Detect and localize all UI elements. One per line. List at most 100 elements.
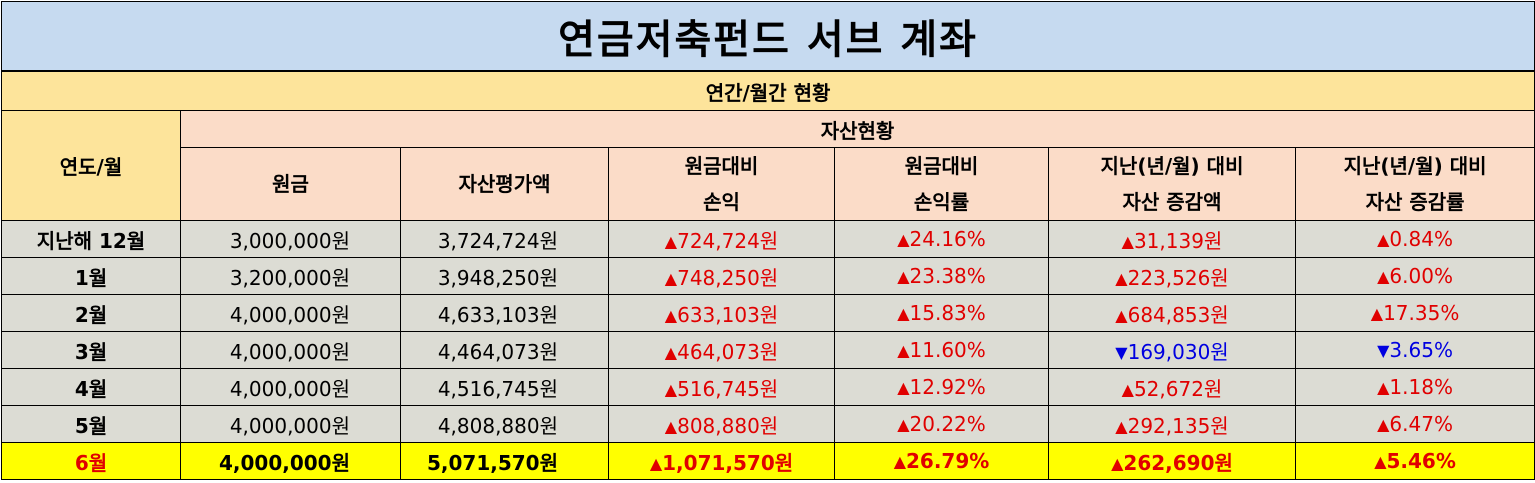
pnl-rate-cell[interactable]: ▲23.38% (834, 257, 1049, 295)
header-change-line1: 지난(년/월) 대비 (1100, 154, 1244, 178)
header-asset-status[interactable]: 자산현황 (179, 110, 1535, 148)
triangle-up-icon: ▲ (1377, 378, 1390, 397)
principal-cell[interactable]: 4,000,000원 (180, 331, 401, 369)
triangle-up-icon: ▲ (1374, 452, 1387, 471)
triangle-up-icon: ▲ (664, 231, 678, 251)
change-cell[interactable]: ▲52,672원 (1048, 368, 1296, 406)
principal-cell[interactable]: 4,000,000원 (180, 368, 401, 406)
header-valuation[interactable]: 자산평가액 (400, 147, 609, 221)
triangle-up-icon: ▲ (1115, 416, 1128, 436)
triangle-up-icon: ▲ (1121, 379, 1134, 399)
pnl-rate-cell[interactable]: ▲11.60% (834, 331, 1049, 369)
principal-cell[interactable]: 4,000,000원 (180, 442, 401, 480)
change-cell[interactable]: ▲292,135원 (1048, 405, 1296, 443)
change-cell[interactable]: ▲262,690원 (1048, 442, 1296, 480)
row-label[interactable]: 3월 (1, 331, 181, 369)
principal-cell[interactable]: 4,000,000원 (180, 405, 401, 443)
triangle-up-icon: ▲ (1115, 305, 1128, 325)
header-change-rate[interactable]: 지난(년/월) 대비 자산 증감률 (1294, 147, 1535, 221)
triangle-down-icon: ▼ (1377, 341, 1390, 360)
valuation-cell[interactable]: 4,808,880원 (400, 405, 609, 443)
row-label[interactable]: 지난해 12월 (1, 220, 181, 258)
triangle-up-icon: ▲ (664, 268, 678, 288)
pnl-rate-cell-value: 15.83% (909, 301, 986, 325)
valuation-cell[interactable]: 3,724,724원 (400, 220, 609, 258)
change-rate-cell[interactable]: ▼3.65% (1294, 331, 1535, 369)
change-rate-cell[interactable]: ▲6.00% (1294, 257, 1535, 295)
principal-cell[interactable]: 3,200,000원 (180, 257, 401, 295)
pnl-rate-cell[interactable]: ▲24.16% (834, 220, 1049, 258)
change-cell[interactable]: ▲684,853원 (1048, 294, 1296, 332)
triangle-up-icon: ▲ (897, 341, 910, 360)
section-subtitle[interactable]: 연간/월간 현황 (0, 70, 1535, 111)
change-rate-cell-value: 6.47% (1389, 412, 1453, 436)
change-cell[interactable]: ▼169,030원 (1048, 331, 1296, 369)
valuation-cell[interactable]: 4,516,745원 (400, 368, 609, 406)
pnl-cell-value: 1,071,570원 (662, 450, 794, 475)
sheet-title[interactable]: 연금저축펀드 서브 계좌 (0, 1, 1535, 72)
triangle-up-icon: ▲ (893, 452, 906, 471)
change-rate-cell[interactable]: ▲6.47% (1294, 405, 1535, 443)
triangle-up-icon: ▲ (1377, 415, 1390, 434)
table-row: 4월 4,000,000원 4,516,745원 ▲516,745원 ▲12.92% ▲5… (1, 368, 1535, 406)
header-change-rate-line1: 지난(년/월) 대비 (1343, 154, 1487, 178)
change-rate-cell[interactable]: ▲1.18% (1294, 368, 1535, 406)
change-rate-cell[interactable]: ▲0.84% (1294, 220, 1535, 258)
valuation-cell[interactable]: 4,464,073원 (400, 331, 609, 369)
pnl-cell-value: 808,880원 (677, 413, 779, 438)
valuation-cell[interactable]: 4,633,103원 (400, 294, 609, 332)
header-principal[interactable]: 원금 (180, 147, 401, 221)
triangle-up-icon: ▲ (664, 305, 678, 325)
triangle-up-icon: ▲ (1115, 268, 1128, 288)
change-cell[interactable]: ▲31,139원 (1048, 220, 1296, 258)
change-rate-cell-value: 17.35% (1383, 301, 1460, 325)
change-cell-value: 292,135원 (1127, 413, 1229, 438)
triangle-up-icon: ▲ (1377, 267, 1390, 286)
header-year-month[interactable]: 연도/월 (1, 110, 181, 221)
change-cell-value: 31,139원 (1133, 228, 1223, 253)
change-rate-cell-value: 3.65% (1389, 338, 1453, 362)
valuation-cell[interactable]: 5,071,570원 (400, 442, 609, 480)
change-cell[interactable]: ▲223,526원 (1048, 257, 1296, 295)
row-label[interactable]: 4월 (1, 368, 181, 406)
pnl-rate-cell-value: 11.60% (909, 338, 986, 362)
header-pnl[interactable]: 원금대비 손익 (608, 147, 835, 221)
pnl-rate-cell[interactable]: ▲12.92% (834, 368, 1049, 406)
pnl-cell[interactable]: ▲1,071,570원 (608, 442, 835, 480)
pnl-cell[interactable]: ▲724,724원 (608, 220, 835, 258)
header-valuation-label: 자산평가액 (458, 172, 551, 196)
pnl-rate-cell-value: 20.22% (909, 412, 986, 436)
pnl-cell-value: 633,103원 (677, 302, 779, 327)
triangle-up-icon: ▲ (1370, 304, 1384, 323)
table-row: 2월 4,000,000원 4,633,103원 ▲633,103원 ▲15.83% ▲6… (1, 294, 1535, 332)
pnl-cell[interactable]: ▲748,250원 (608, 257, 835, 295)
table-row: 5월 4,000,000원 4,808,880원 ▲808,880원 ▲20.22% ▲2… (1, 405, 1535, 443)
row-label[interactable]: 5월 (1, 405, 181, 443)
pnl-rate-cell-value: 12.92% (909, 375, 986, 399)
valuation-cell[interactable]: 3,948,250원 (400, 257, 609, 295)
change-rate-cell[interactable]: ▲5.46% (1294, 442, 1535, 480)
table-row: 3월 4,000,000원 4,464,073원 ▲464,073원 ▲11.60% ▼1… (1, 331, 1535, 369)
principal-cell[interactable]: 4,000,000원 (180, 294, 401, 332)
triangle-up-icon: ▲ (897, 304, 910, 323)
row-label[interactable]: 2월 (1, 294, 181, 332)
pnl-cell[interactable]: ▲633,103원 (608, 294, 835, 332)
pnl-cell[interactable]: ▲464,073원 (608, 331, 835, 369)
table-row: 6월 4,000,000원 5,071,570원 ▲1,071,570원 ▲26.79%… (1, 442, 1535, 480)
triangle-up-icon: ▲ (664, 342, 678, 362)
row-label[interactable]: 1월 (1, 257, 181, 295)
header-change-line2: 자산 증감액 (1122, 190, 1222, 214)
principal-cell[interactable]: 3,000,000원 (180, 220, 401, 258)
row-label[interactable]: 6월 (1, 442, 181, 480)
pnl-rate-cell[interactable]: ▲20.22% (834, 405, 1049, 443)
triangle-up-icon: ▲ (649, 453, 663, 473)
pnl-rate-cell[interactable]: ▲15.83% (834, 294, 1049, 332)
pnl-rate-cell[interactable]: ▲26.79% (834, 442, 1049, 480)
change-rate-cell[interactable]: ▲17.35% (1294, 294, 1535, 332)
pnl-cell[interactable]: ▲808,880원 (608, 405, 835, 443)
pnl-cell[interactable]: ▲516,745원 (608, 368, 835, 406)
header-pnl-rate[interactable]: 원금대비 손익률 (834, 147, 1049, 221)
change-rate-cell-value: 5.46% (1386, 449, 1456, 473)
header-change[interactable]: 지난(년/월) 대비 자산 증감액 (1048, 147, 1296, 221)
header-change-rate-line2: 자산 증감률 (1365, 190, 1465, 214)
